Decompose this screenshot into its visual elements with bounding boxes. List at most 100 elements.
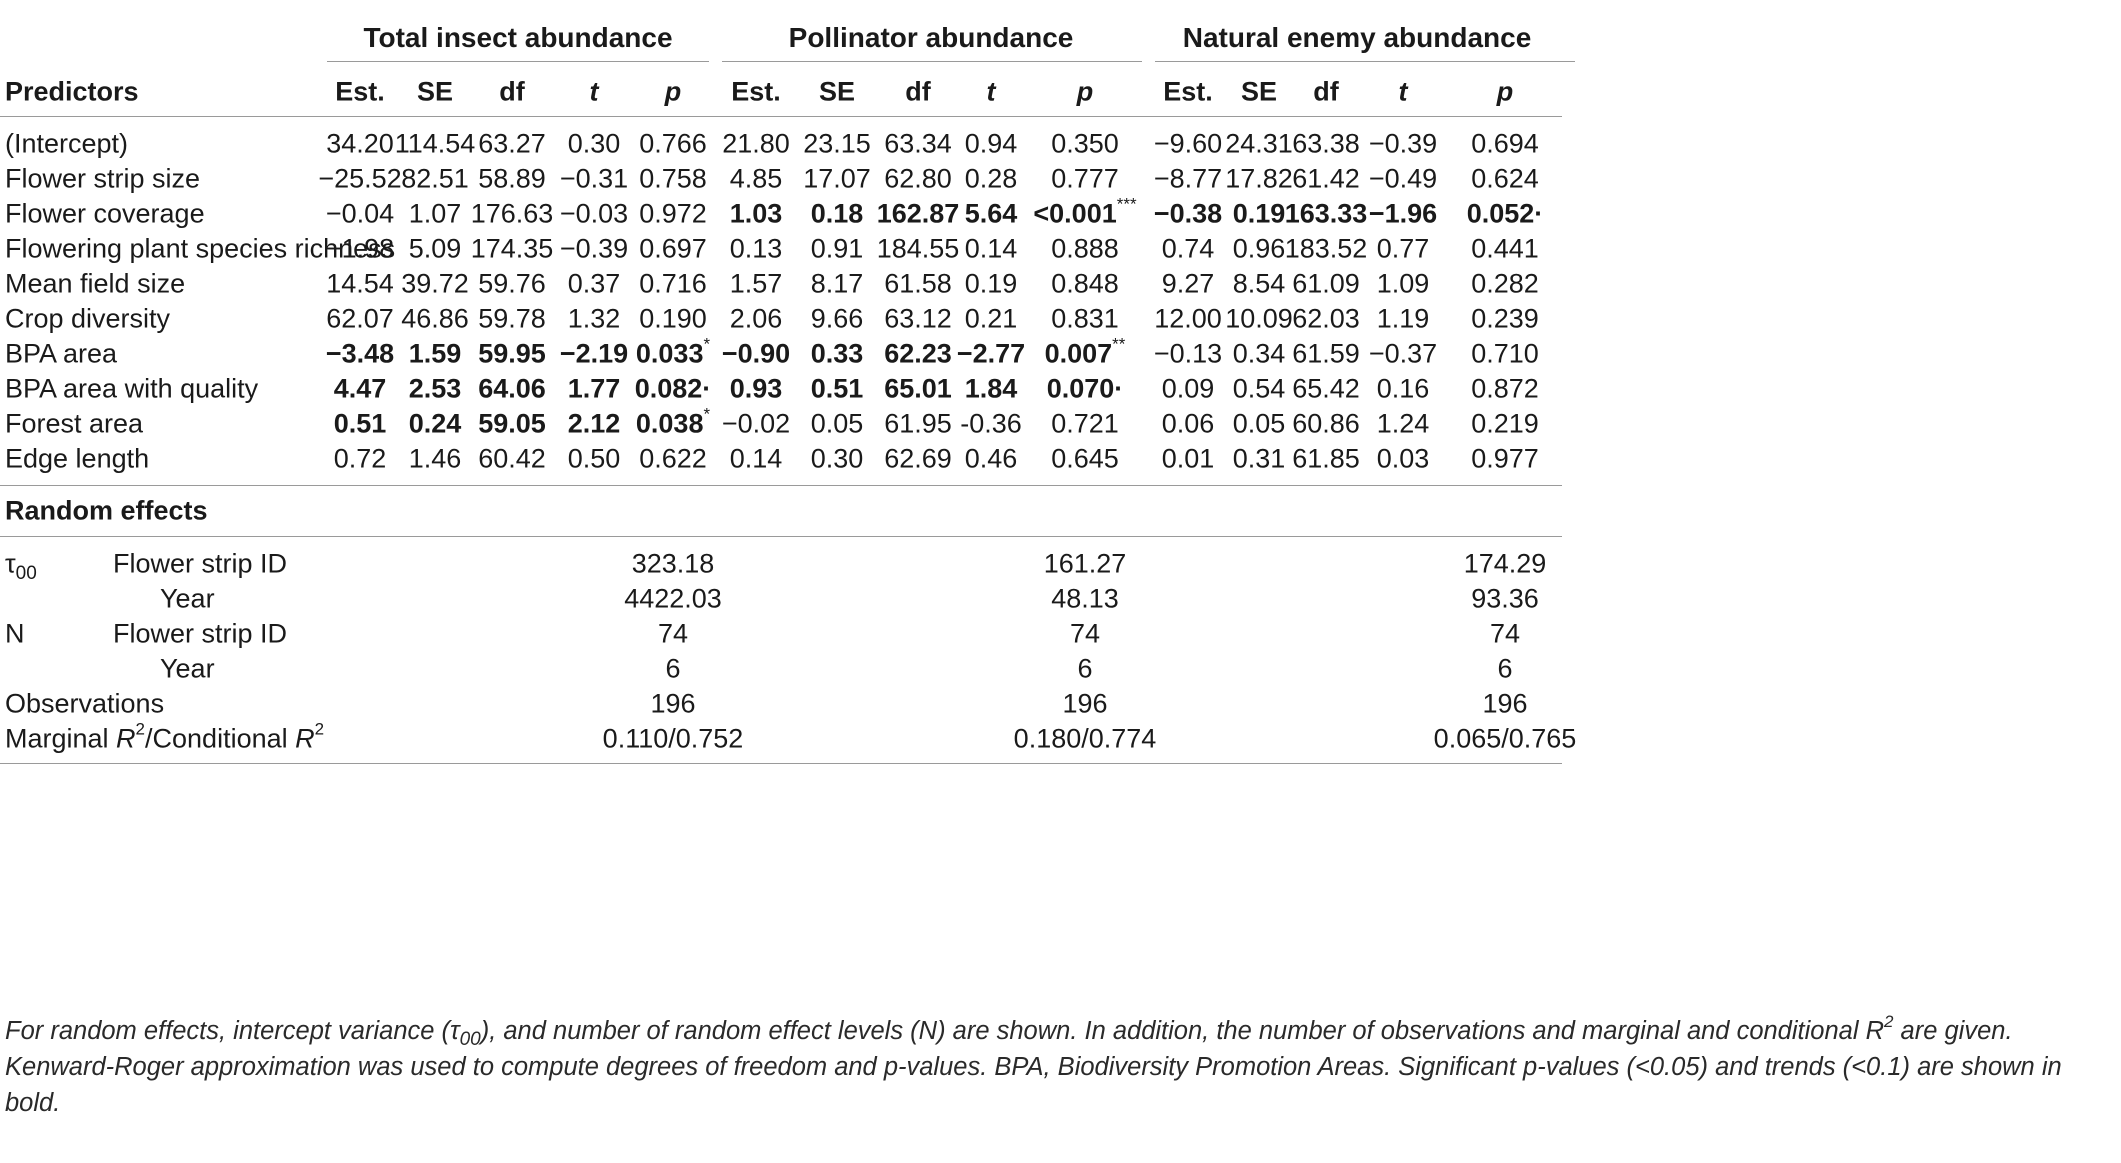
table-cell: 1.24 [1376, 408, 1430, 438]
table-cell: 59.78 [478, 303, 546, 333]
table-cell: 46.86 [401, 303, 469, 333]
table-bottom-rule [0, 763, 1562, 764]
table-cell: −2.77 [956, 338, 1026, 368]
table-cell: 0.30 [810, 443, 864, 473]
table-cell: 0.14 [964, 233, 1018, 263]
table-cell: 0.13 [729, 233, 783, 263]
table-cell: 2.06 [729, 303, 783, 333]
column-header-row: Predictors Est. SE df t p Est. SE df t p Est. SE df t… [0, 68, 2121, 115]
table-cell: 0.19 [964, 268, 1018, 298]
table-cell: 21.80 [722, 128, 790, 158]
column-header-t: t [589, 76, 599, 106]
table-cell: 64.06 [478, 373, 546, 403]
table-cell: 60.86 [1292, 408, 1360, 438]
group-underline-enemy [1155, 61, 1575, 62]
table-footnote: For random effects, intercept variance (… [5, 1011, 2062, 1118]
random-effect-value: 6 [1497, 653, 1513, 683]
random-effect-value: 0.065/0.765 [1433, 723, 1577, 753]
table-cell: 0.070· [1046, 373, 1124, 403]
table-cell: 0.282 [1471, 268, 1539, 298]
table-cell: 62.80 [884, 163, 952, 193]
table-cell: 0.18 [810, 198, 864, 228]
table-cell: 0.93 [729, 373, 783, 403]
table-cell: 17.07 [803, 163, 871, 193]
table-cell: 65.42 [1292, 373, 1360, 403]
predictors-header: Predictors [5, 76, 139, 106]
table-cell: 0.31 [1232, 443, 1286, 473]
column-header-se: SE [416, 76, 454, 106]
table-row: (Intercept) 34.20 114.54 63.27 0.30 0.766 21.8… [0, 120, 2121, 167]
table-cell: 114.54 [394, 128, 476, 158]
random-effects-rule [0, 536, 1562, 537]
group-header-pollinator: Pollinator abundance [788, 22, 1074, 53]
table-cell: 0.038* [635, 404, 711, 438]
random-effect-value: 196 [1482, 688, 1528, 718]
header-rule [0, 116, 1562, 117]
table-cell: 0.14 [729, 443, 783, 473]
table-cell: 0.54 [1232, 373, 1286, 403]
random-effect-value: 74 [1069, 618, 1101, 648]
n-label: N [5, 618, 25, 648]
table-cell: 9.66 [810, 303, 864, 333]
observations-label: Observations [5, 688, 165, 718]
table-cell: 0.05 [810, 408, 864, 438]
tau-label: τ00 [5, 548, 37, 584]
random-effect-value: 196 [650, 688, 696, 718]
table-cell: 9.27 [1161, 268, 1215, 298]
table-cell: 8.54 [1232, 268, 1286, 298]
table-cell: 0.96 [1232, 233, 1286, 263]
tau-flower-strip-row: τ00 Flower strip ID 323.18 161.27 174.29 [0, 540, 2121, 587]
table-cell: 17.82 [1225, 163, 1293, 193]
table-cell: 1.07 [408, 198, 462, 228]
table-cell: 61.58 [884, 268, 952, 298]
row-label: (Intercept) [5, 128, 129, 158]
table-cell: −0.90 [721, 338, 791, 368]
n-flower-strip-row: N Flower strip ID 74 74 74 [0, 610, 2121, 657]
table-row: Crop diversity 62.07 46.86 59.78 1.32 0.190 2.… [0, 295, 2121, 342]
table-cell: 184.55 [876, 233, 960, 263]
table-cell: 0.46 [964, 443, 1018, 473]
table-cell: 63.27 [478, 128, 546, 158]
column-header-df: df [905, 76, 931, 106]
random-effect-value: 196 [1062, 688, 1108, 718]
table-cell: 1.84 [964, 373, 1018, 403]
random-effect-value: 0.180/0.774 [1013, 723, 1157, 753]
table-cell: 0.972 [639, 198, 707, 228]
table-cell: 61.59 [1292, 338, 1360, 368]
random-effect-value: 74 [1489, 618, 1521, 648]
random-effect-value: 93.36 [1471, 583, 1539, 613]
table-cell: −8.77 [1153, 163, 1223, 193]
table-cell: 63.34 [884, 128, 952, 158]
table-cell: 0.007** [1044, 334, 1126, 368]
table-cell: −0.49 [1368, 163, 1438, 193]
table-cell: 183.52 [1284, 233, 1368, 263]
table-cell: 8.17 [810, 268, 864, 298]
table-row: Edge length 0.72 1.46 60.42 0.50 0.622 0.14 0.3… [0, 435, 2121, 482]
random-effect-value: 0.110/0.752 [602, 723, 744, 753]
table-cell: 0.441 [1471, 233, 1539, 263]
random-effect-value: 323.18 [631, 548, 715, 578]
table-cell: −0.13 [1153, 338, 1223, 368]
column-header-t: t [1398, 76, 1408, 106]
table-cell: 59.76 [478, 268, 546, 298]
table-cell: −0.31 [559, 163, 629, 193]
table-cell: 0.721 [1051, 408, 1119, 438]
table-cell: −3.48 [325, 338, 395, 368]
table-cell: −2.19 [559, 338, 629, 368]
table-cell: 0.72 [333, 443, 387, 473]
table-cell: 61.42 [1292, 163, 1360, 193]
table-cell: 0.831 [1051, 303, 1119, 333]
observations-row: Observations 196 196 196 [0, 680, 2121, 727]
table-cell: 0.50 [567, 443, 621, 473]
random-effect-value: 48.13 [1051, 583, 1119, 613]
group-header-total: Total insect abundance [363, 22, 673, 53]
tau-year-label: Year [160, 583, 215, 613]
table-cell: 0.888 [1051, 233, 1119, 263]
table-cell: 5.64 [964, 198, 1018, 228]
row-label: Crop diversity [5, 303, 171, 333]
table-cell: −9.60 [1153, 128, 1223, 158]
table-cell: 1.19 [1376, 303, 1430, 333]
column-header-p: p [664, 76, 682, 106]
table-cell: −1.96 [1368, 198, 1438, 228]
table-cell: 1.77 [567, 373, 621, 403]
